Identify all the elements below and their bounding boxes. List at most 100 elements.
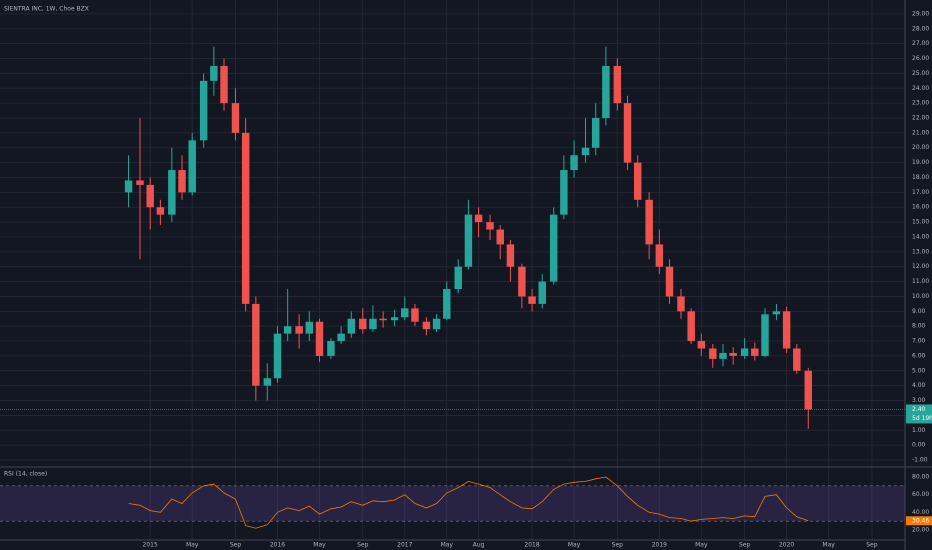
y-tick-label: 11.00 bbox=[912, 278, 929, 285]
rsi-last-box bbox=[906, 516, 932, 526]
y-tick-label: 5.00 bbox=[912, 367, 926, 374]
candle-body bbox=[793, 348, 801, 371]
candle-body bbox=[168, 170, 176, 215]
candle-body bbox=[623, 103, 632, 163]
candle-body bbox=[295, 326, 303, 334]
y-tick-label: 18.00 bbox=[912, 174, 929, 181]
x-tick-label: Sep bbox=[866, 542, 878, 549]
y-tick-label: 8.00 bbox=[912, 323, 926, 330]
x-tick-label: Sep bbox=[739, 542, 751, 549]
candle-body bbox=[390, 317, 399, 321]
x-tick-label: Sep bbox=[612, 542, 624, 549]
rsi-last-label: 30.46 bbox=[912, 517, 929, 524]
x-tick-label: May bbox=[441, 542, 454, 549]
candle-body bbox=[188, 140, 196, 193]
x-tick-label: May bbox=[568, 542, 581, 549]
y-tick-label: 24.00 bbox=[912, 85, 929, 92]
y-tick-label: 1.00 bbox=[912, 427, 926, 434]
candle-body bbox=[124, 180, 133, 193]
y-tick-label: 26.00 bbox=[912, 55, 929, 62]
y-tick-label: 16.00 bbox=[912, 204, 929, 211]
x-tick-label: May bbox=[313, 542, 326, 549]
candle-body bbox=[432, 318, 441, 330]
x-tick-label: Sep bbox=[230, 542, 242, 549]
y-tick-label: -1.00 bbox=[912, 457, 928, 464]
candle-body bbox=[474, 214, 483, 223]
candle-body bbox=[751, 348, 759, 356]
rsi-y-tick-label: 60.00 bbox=[912, 491, 929, 498]
candle-body bbox=[528, 296, 536, 304]
rsi-title: RSI (14, close) bbox=[4, 471, 47, 478]
y-tick-label: 9.00 bbox=[912, 308, 926, 315]
countdown-label: 5d 19h bbox=[912, 415, 932, 422]
y-tick-label: 12.00 bbox=[912, 263, 929, 270]
candle-body bbox=[199, 80, 208, 141]
y-tick-label: 29.00 bbox=[912, 10, 929, 17]
x-tick-label: May bbox=[822, 542, 835, 549]
candle-body bbox=[591, 118, 600, 148]
y-tick-label: 7.00 bbox=[912, 338, 926, 345]
candle-body bbox=[486, 222, 494, 230]
last-price-label: 2.40 bbox=[912, 406, 926, 413]
candle-body bbox=[305, 321, 314, 334]
x-tick-label: May bbox=[186, 542, 199, 549]
rsi-line bbox=[128, 476, 809, 529]
x-tick-label: 2018 bbox=[524, 542, 539, 549]
candle-body bbox=[729, 352, 737, 356]
candle-body bbox=[761, 314, 769, 356]
candle-body bbox=[549, 214, 558, 282]
y-tick-label: 17.00 bbox=[912, 189, 929, 196]
candle-body bbox=[464, 214, 473, 267]
x-tick-label: 2016 bbox=[270, 542, 285, 549]
candle-body bbox=[454, 266, 462, 290]
candle-body bbox=[443, 289, 451, 319]
y-tick-label: 6.00 bbox=[912, 352, 926, 359]
y-tick-label: 20.00 bbox=[912, 144, 929, 151]
candle-body bbox=[241, 132, 250, 304]
labels-layer: SIENTRA INC, 1W, Choe BZX RSI (14, close… bbox=[4, 6, 932, 549]
candle-body bbox=[327, 341, 335, 356]
y-tick-label: 25.00 bbox=[912, 70, 929, 77]
y-tick-label: 15.00 bbox=[912, 219, 929, 226]
candle-body bbox=[602, 65, 610, 119]
candle-body bbox=[283, 326, 292, 334]
candle-body bbox=[538, 281, 546, 304]
rsi-band bbox=[0, 485, 905, 522]
x-tick-label: 2019 bbox=[652, 542, 667, 549]
candle-body bbox=[677, 296, 685, 312]
candle-body bbox=[782, 311, 791, 349]
candle-body bbox=[422, 321, 431, 330]
y-tick-label: 28.00 bbox=[912, 25, 929, 32]
candle-body bbox=[146, 184, 154, 208]
candle-body bbox=[804, 370, 812, 410]
rsi-y-tick-label: 80.00 bbox=[912, 473, 929, 480]
y-tick-label: 3.00 bbox=[912, 397, 926, 404]
candle-body bbox=[581, 147, 590, 156]
x-tick-label: May bbox=[695, 542, 708, 549]
candle-body bbox=[252, 303, 260, 386]
x-tick-label: 2020 bbox=[779, 542, 794, 549]
candle-body bbox=[506, 244, 515, 267]
candle-body bbox=[136, 180, 144, 185]
candle-body bbox=[347, 318, 356, 334]
y-tick-label: 10.00 bbox=[912, 293, 929, 300]
candle-body bbox=[560, 170, 568, 215]
candle-body bbox=[231, 103, 240, 133]
candle-body bbox=[740, 348, 749, 356]
candle-body bbox=[719, 352, 727, 359]
candle-body bbox=[570, 155, 578, 171]
candle-body bbox=[263, 378, 272, 386]
candle-body bbox=[210, 65, 218, 81]
candle-body bbox=[772, 311, 781, 315]
y-tick-label: 27.00 bbox=[912, 40, 929, 47]
y-tick-label: 0.00 bbox=[912, 442, 926, 449]
candle-body bbox=[655, 244, 664, 267]
candle-body bbox=[315, 321, 324, 356]
y-tick-label: 21.00 bbox=[912, 129, 929, 136]
chart-title: SIENTRA INC, 1W, Choe BZX bbox=[4, 6, 89, 13]
candle-body bbox=[369, 318, 377, 330]
candle-body bbox=[220, 65, 228, 104]
